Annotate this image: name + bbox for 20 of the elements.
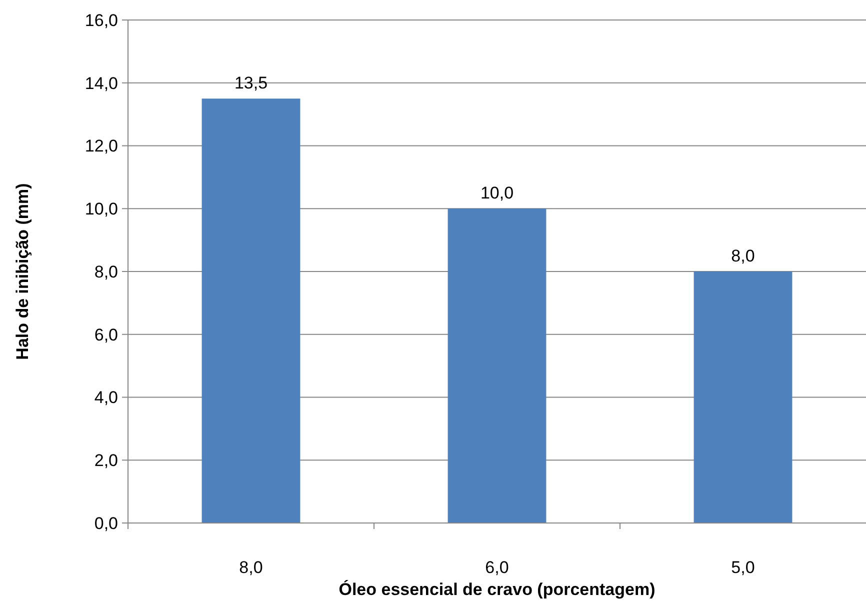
bar — [202, 98, 300, 523]
y-axis-title: Halo de inibição (mm) — [13, 183, 32, 360]
y-tick-label: 0,0 — [94, 514, 118, 533]
y-tick-label: 16,0 — [84, 10, 118, 30]
data-label: 8,0 — [731, 246, 755, 266]
x-axis-title: Óleo essencial de cravo (porcentagem) — [338, 579, 656, 599]
y-tick-label: 14,0 — [84, 74, 118, 93]
data-label: 13,5 — [234, 74, 268, 93]
bar — [448, 208, 546, 523]
y-tick-label: 2,0 — [94, 451, 118, 470]
x-tick-label: 5,0 — [731, 558, 755, 577]
y-tick-label: 10,0 — [84, 200, 118, 219]
x-tick-label: 6,0 — [485, 558, 509, 577]
y-tick-label: 6,0 — [94, 325, 118, 344]
data-label: 10,0 — [480, 184, 514, 203]
y-tick-label: 12,0 — [84, 136, 118, 156]
y-tick-label: 8,0 — [94, 262, 118, 282]
x-tick-label: 8,0 — [239, 558, 263, 577]
y-tick-label: 4,0 — [94, 388, 118, 408]
bar — [694, 272, 792, 523]
